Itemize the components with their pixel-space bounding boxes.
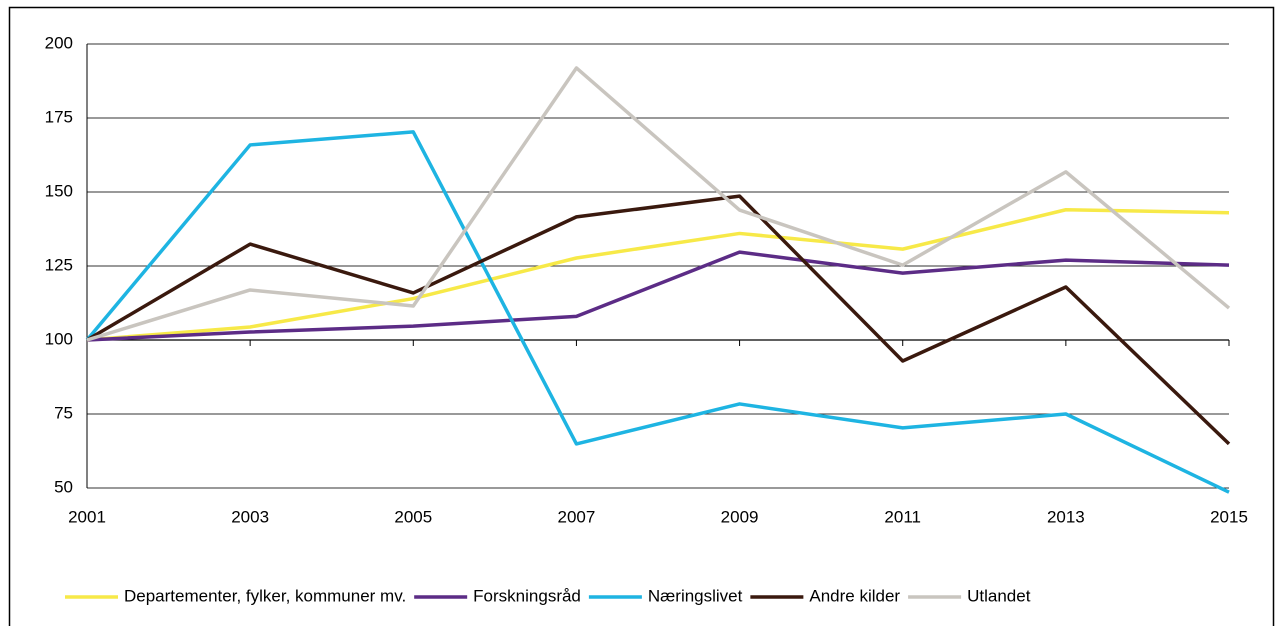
y-tick-label: 150: [45, 181, 73, 200]
y-tick-label: 100: [45, 329, 73, 348]
x-tick-label: 2009: [721, 507, 759, 526]
x-tick-label: 2011: [884, 507, 921, 526]
x-tick-label: 2015: [1210, 507, 1248, 526]
y-tick-label: 175: [45, 107, 73, 126]
x-tick-label: 2007: [558, 507, 596, 526]
legend-label: Andre kilder: [809, 586, 900, 605]
legend-label: Næringslivet: [648, 586, 743, 605]
y-tick-label: 200: [45, 33, 73, 52]
legend-label: Departementer, fylker, kommuner mv.: [124, 586, 406, 605]
x-tick-label: 2005: [394, 507, 432, 526]
y-tick-label: 75: [54, 403, 73, 422]
legend-label: Forskningsråd: [473, 586, 581, 605]
series-line: [86, 194, 1231, 446]
series-line: [86, 250, 1230, 342]
x-tick-label: 2013: [1047, 507, 1085, 526]
series-line: [85, 130, 1230, 494]
x-tick-label: 2001: [68, 507, 106, 526]
x-tick-label: 2003: [231, 507, 269, 526]
series-line: [86, 208, 1230, 342]
y-tick-label: 125: [45, 255, 73, 274]
y-tick-label: 50: [54, 477, 73, 496]
frame: [8, 6, 1275, 631]
legend-label: Utlandet: [967, 586, 1031, 605]
series-line: [86, 66, 1231, 342]
